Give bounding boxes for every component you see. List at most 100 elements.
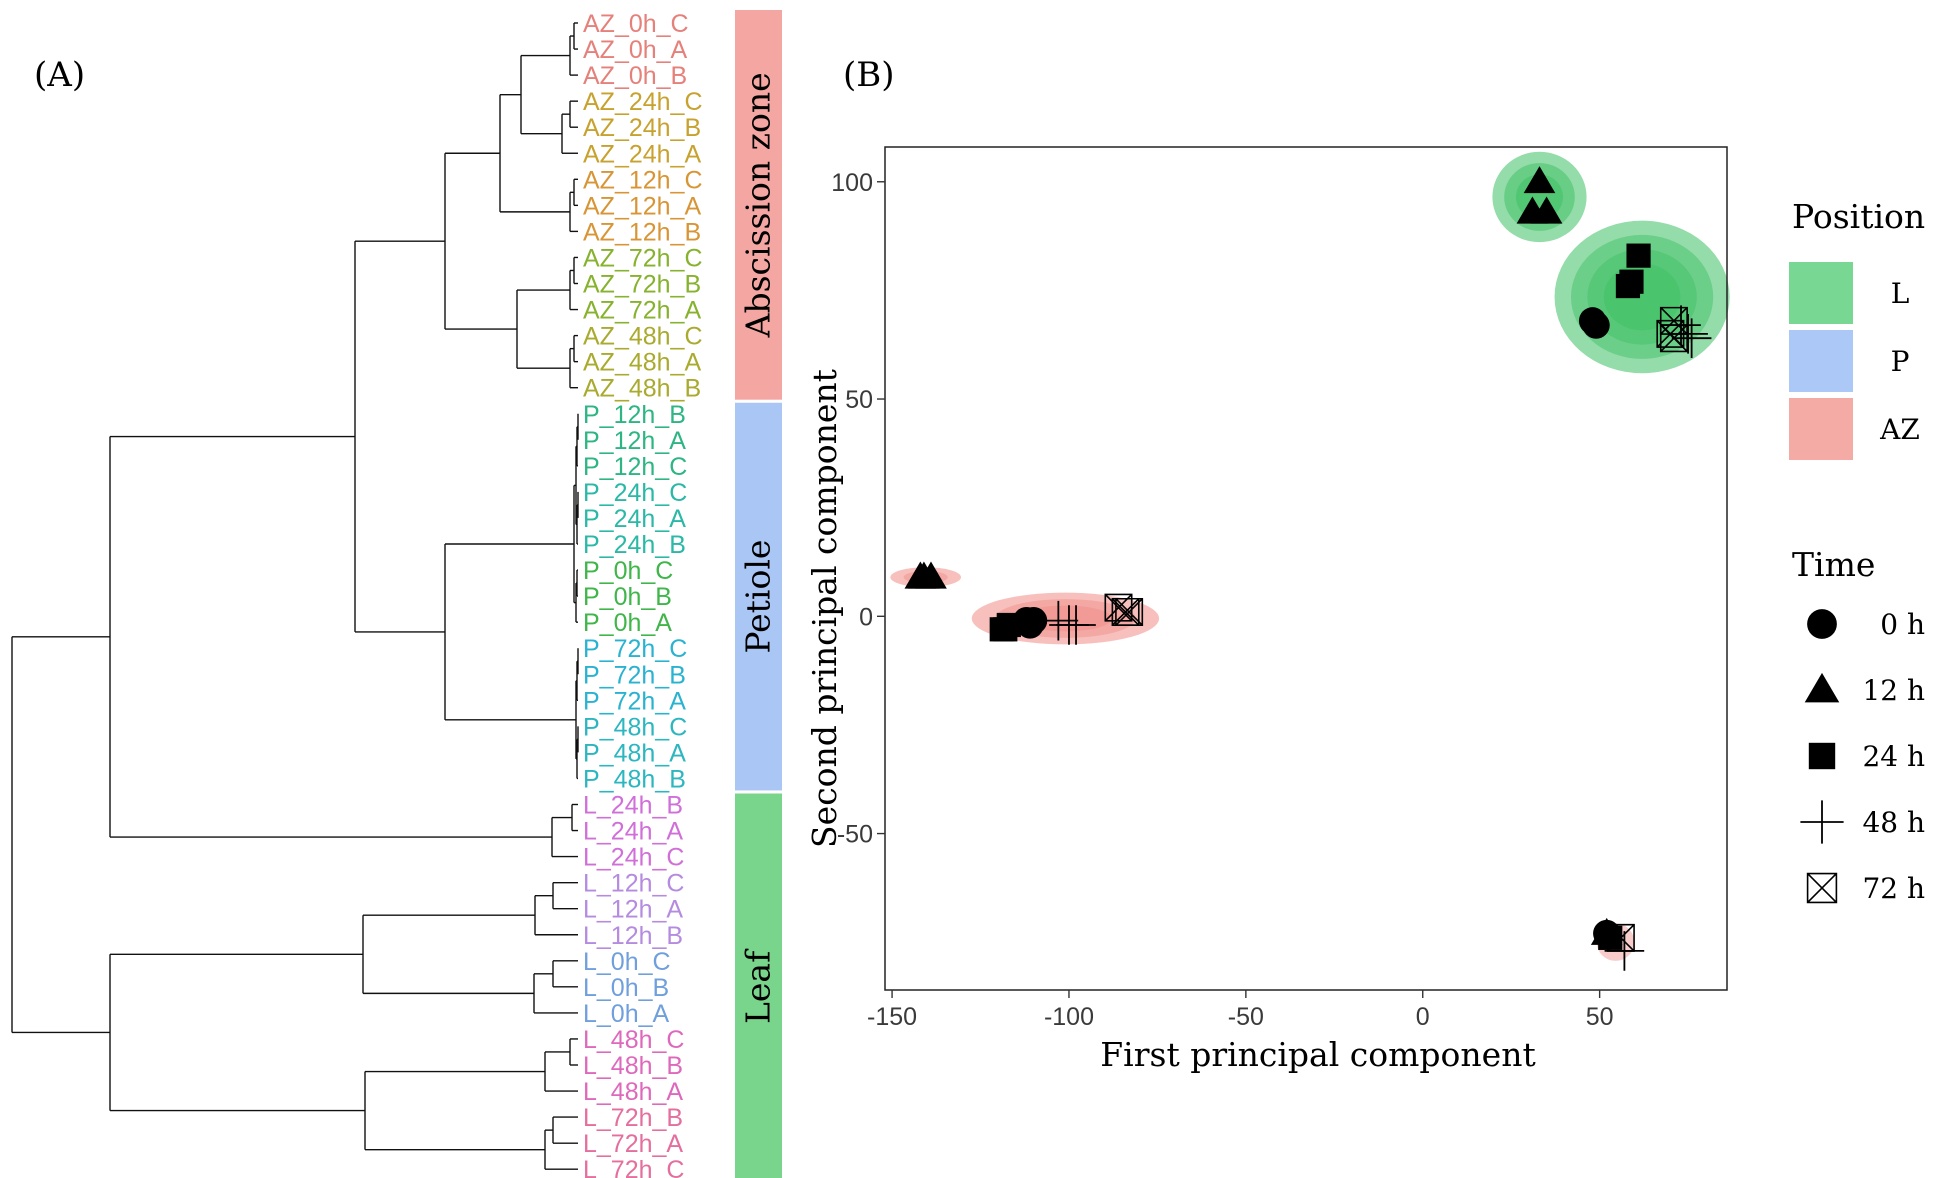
time-legend-symbol: [1800, 800, 1844, 844]
y-tick-label: 100: [831, 169, 873, 197]
dendrogram-leaf-labels: AZ_0h_CAZ_0h_AAZ_0h_BAZ_24h_CAZ_24h_BAZ_…: [583, 10, 703, 1178]
leaf-label: L_12h_A: [583, 896, 683, 924]
panel-a-label: (A): [34, 55, 85, 95]
leaf-label: P_48h_C: [583, 713, 687, 741]
tissue-band-label: Petiole: [739, 540, 778, 654]
leaf-label: P_72h_C: [583, 635, 687, 663]
leaf-label: P_24h_B: [583, 531, 686, 559]
y-tick-label: -50: [837, 821, 873, 849]
tissue-band: [735, 793, 782, 1178]
time-legend-label: 72 h: [1862, 872, 1925, 905]
data-point: [1038, 600, 1079, 641]
time-legend-label: 24 h: [1862, 740, 1925, 773]
leaf-label: L_12h_B: [583, 922, 683, 950]
data-point: [1115, 597, 1144, 626]
plot-frame: [884, 146, 1728, 991]
leaf-label: AZ_12h_A: [583, 192, 701, 220]
tissue-band-label: Abscission zone: [739, 72, 778, 338]
position-legend-label: P: [1891, 345, 1910, 378]
leaf-label: P_0h_A: [583, 609, 672, 637]
position-legend-label: AZ: [1879, 413, 1920, 446]
leaf-label: L_72h_A: [583, 1130, 683, 1158]
time-legend-symbol: [1806, 872, 1838, 904]
position-legend-swatch: [1789, 262, 1853, 324]
leaf-label: AZ_0h_C: [583, 10, 689, 38]
leaf-label: P_12h_B: [583, 401, 686, 429]
x-tick-label: -50: [1228, 1003, 1264, 1031]
data-point: [1671, 318, 1712, 358]
leaf-label: L_0h_A: [583, 1000, 670, 1028]
data-points: [904, 166, 1712, 971]
data-point: [1019, 607, 1048, 635]
data-point: [1523, 166, 1556, 194]
panel-b-label: (B): [843, 55, 895, 95]
x-axis-ticks: -150 -100 -50 0 50: [867, 990, 1614, 1031]
x-axis-title: First principal component: [1100, 1035, 1535, 1074]
leaf-label: P_0h_B: [583, 583, 672, 611]
y-tick-label: 0: [859, 603, 873, 631]
leaf-label: L_72h_C: [583, 1156, 684, 1178]
leaf-label: P_12h_A: [583, 427, 686, 455]
leaf-label: AZ_0h_B: [583, 62, 687, 90]
position-legend-swatch: [1789, 398, 1853, 460]
data-point: [915, 561, 947, 589]
leaf-label: L_72h_B: [583, 1104, 683, 1132]
density-contours: [890, 151, 1730, 961]
leaf-label: L_24h_A: [583, 818, 683, 846]
leaf-label: P_72h_B: [583, 661, 686, 689]
leaf-label: AZ_12h_C: [583, 166, 703, 194]
tissue-bands: Abscission zone Petiole Leaf: [735, 10, 782, 1178]
leaf-label: L_0h_C: [583, 948, 671, 976]
time-legend-symbol: [1807, 609, 1837, 639]
tissue-band: [735, 402, 782, 791]
data-point: [1615, 273, 1641, 299]
data-point: [1604, 931, 1645, 971]
x-tick-label: 0: [1416, 1003, 1430, 1031]
data-point: [1598, 925, 1623, 950]
data-point: [1668, 314, 1708, 354]
leaf-label: L_48h_C: [583, 1026, 684, 1054]
tissue-band: [735, 10, 782, 400]
leaf-label: AZ_72h_A: [583, 297, 701, 325]
leaf-label: P_72h_A: [583, 687, 686, 715]
leaf-label: P_48h_B: [583, 765, 686, 793]
leaf-label: AZ_0h_A: [583, 36, 688, 64]
data-point: [1056, 605, 1096, 645]
leaf-label: L_24h_B: [583, 792, 683, 820]
leaf-label: P_0h_C: [583, 557, 673, 585]
data-point: [1626, 243, 1651, 268]
x-tick-label: 50: [1586, 1003, 1614, 1031]
pca-plot: -150 -100 -50 0 50 100 50 0 -50 First principal…: [805, 146, 1730, 1074]
leaf-label: AZ_24h_B: [583, 114, 701, 142]
y-axis-ticks: 100 50 0 -50: [831, 169, 885, 849]
y-axis-title: Second principal component: [805, 369, 844, 848]
position-legend-label: L: [1891, 277, 1910, 310]
leaf-label: AZ_72h_B: [583, 271, 701, 299]
position-legend-swatch: [1789, 330, 1853, 392]
x-tick-label: -100: [1044, 1003, 1094, 1031]
leaf-label: L_48h_A: [583, 1078, 683, 1106]
data-point: [996, 612, 1021, 638]
time-legend-label: 12 h: [1862, 674, 1925, 707]
dendrogram-branches: [11, 22, 579, 1170]
position-legend: Position L P AZ: [1789, 197, 1925, 460]
leaf-label: P_12h_C: [583, 453, 687, 481]
leaf-label: AZ_48h_C: [583, 323, 703, 351]
y-tick-label: 50: [845, 386, 873, 414]
time-legend-label: 48 h: [1862, 806, 1925, 839]
data-point: [1530, 196, 1563, 224]
leaf-label: AZ_48h_A: [583, 349, 701, 377]
leaf-label: P_48h_A: [583, 739, 686, 767]
data-point: [1582, 311, 1610, 339]
time-legend-label: 0 h: [1880, 608, 1925, 641]
leaf-label: AZ_12h_B: [583, 218, 701, 246]
leaf-label: AZ_24h_C: [583, 88, 703, 116]
leaf-label: AZ_48h_B: [583, 375, 701, 403]
leaf-label: AZ_72h_C: [583, 244, 703, 272]
time-legend: Time 0 h 12 h 24 h 48 h 72 h: [1792, 545, 1925, 905]
leaf-label: AZ_24h_A: [583, 140, 701, 168]
position-legend-title: Position: [1792, 197, 1925, 236]
leaf-label: L_24h_C: [583, 844, 684, 872]
